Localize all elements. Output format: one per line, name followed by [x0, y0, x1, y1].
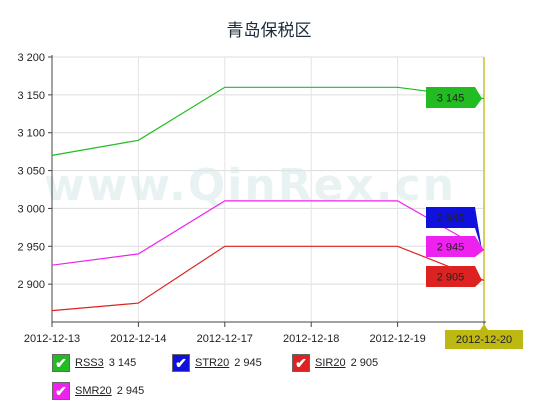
x-tick-label: 2012-12-18 — [283, 333, 339, 345]
series-line-sir20 — [51, 245, 485, 312]
end-labels: 3 145 2 945 2 905 2 945 — [426, 87, 484, 287]
y-tick-label: 3 100 — [17, 128, 45, 140]
y-tick-label: 2 950 — [17, 241, 45, 253]
watermark: www.QinRex.cn — [44, 160, 456, 211]
y-tick-labels: 2 900 2 950 3 000 3 050 3 100 3 150 3 200 — [17, 52, 45, 291]
end-label-str20: 2 945 — [437, 213, 465, 225]
legend-item-rss3[interactable]: ✔ RSS3 3 145 — [52, 354, 170, 372]
legend-series-value: 3 145 — [108, 357, 137, 369]
legend-series-name[interactable]: SIR20 — [315, 357, 346, 369]
legend-item-sir20[interactable]: ✔ SIR20 2 905 — [292, 354, 432, 372]
series-lines — [51, 86, 485, 312]
x-tick-labels: 2012-12-13 2012-12-14 2012-12-17 2012-12-18… — [24, 324, 523, 349]
y-tick-label: 2 900 — [17, 279, 45, 291]
x-tick-label: 2012-12-19 — [369, 333, 425, 345]
highlight-label-box — [445, 324, 523, 349]
end-label-box-rss3 — [426, 87, 482, 108]
end-label-box-smr20 — [426, 236, 484, 257]
x-tick-label: 2012-12-14 — [110, 333, 166, 345]
legend-item-smr20[interactable]: ✔ SMR20 2 945 — [52, 382, 170, 400]
end-label-smr20: 2 945 — [437, 242, 465, 254]
end-label-sir20: 2 905 — [437, 272, 465, 284]
legend: ✔ RSS3 3 145 ✔ STR20 2 945 ✔ SIR20 2 905 ✔ SMR20 2 … — [52, 354, 522, 400]
end-label-box-sir20 — [426, 266, 482, 287]
x-tick-label-highlight: 2012-12-20 — [456, 334, 512, 346]
series-line-smr20 — [51, 200, 485, 266]
checkbox-check-icon[interactable]: ✔ — [292, 354, 310, 372]
chart-title: 青岛保税区 — [227, 21, 312, 41]
legend-series-value: 2 905 — [350, 357, 379, 369]
legend-series-name[interactable]: STR20 — [195, 357, 230, 369]
legend-series-name[interactable]: SMR20 — [75, 385, 112, 397]
checkbox-check-icon[interactable]: ✔ — [52, 354, 70, 372]
y-tick-label: 3 150 — [17, 90, 45, 102]
series-line-rss3 — [51, 86, 485, 156]
legend-series-value: 2 945 — [234, 357, 262, 369]
legend-item-str20[interactable]: ✔ STR20 2 945 — [172, 354, 290, 372]
checkbox-check-icon[interactable]: ✔ — [52, 382, 70, 400]
checkbox-check-icon[interactable]: ✔ — [172, 354, 190, 372]
end-label-rss3: 3 145 — [437, 93, 465, 105]
legend-series-name[interactable]: RSS3 — [75, 357, 104, 369]
y-tick-label: 3 200 — [17, 52, 45, 64]
x-tick-label: 2012-12-17 — [197, 333, 253, 345]
axes — [48, 55, 486, 327]
y-tick-label: 3 000 — [17, 203, 45, 215]
legend-series-value: 2 945 — [116, 385, 145, 397]
y-tick-label: 3 050 — [17, 166, 45, 178]
x-tick-label: 2012-12-13 — [24, 333, 80, 345]
end-label-box-str20 — [426, 207, 482, 251]
